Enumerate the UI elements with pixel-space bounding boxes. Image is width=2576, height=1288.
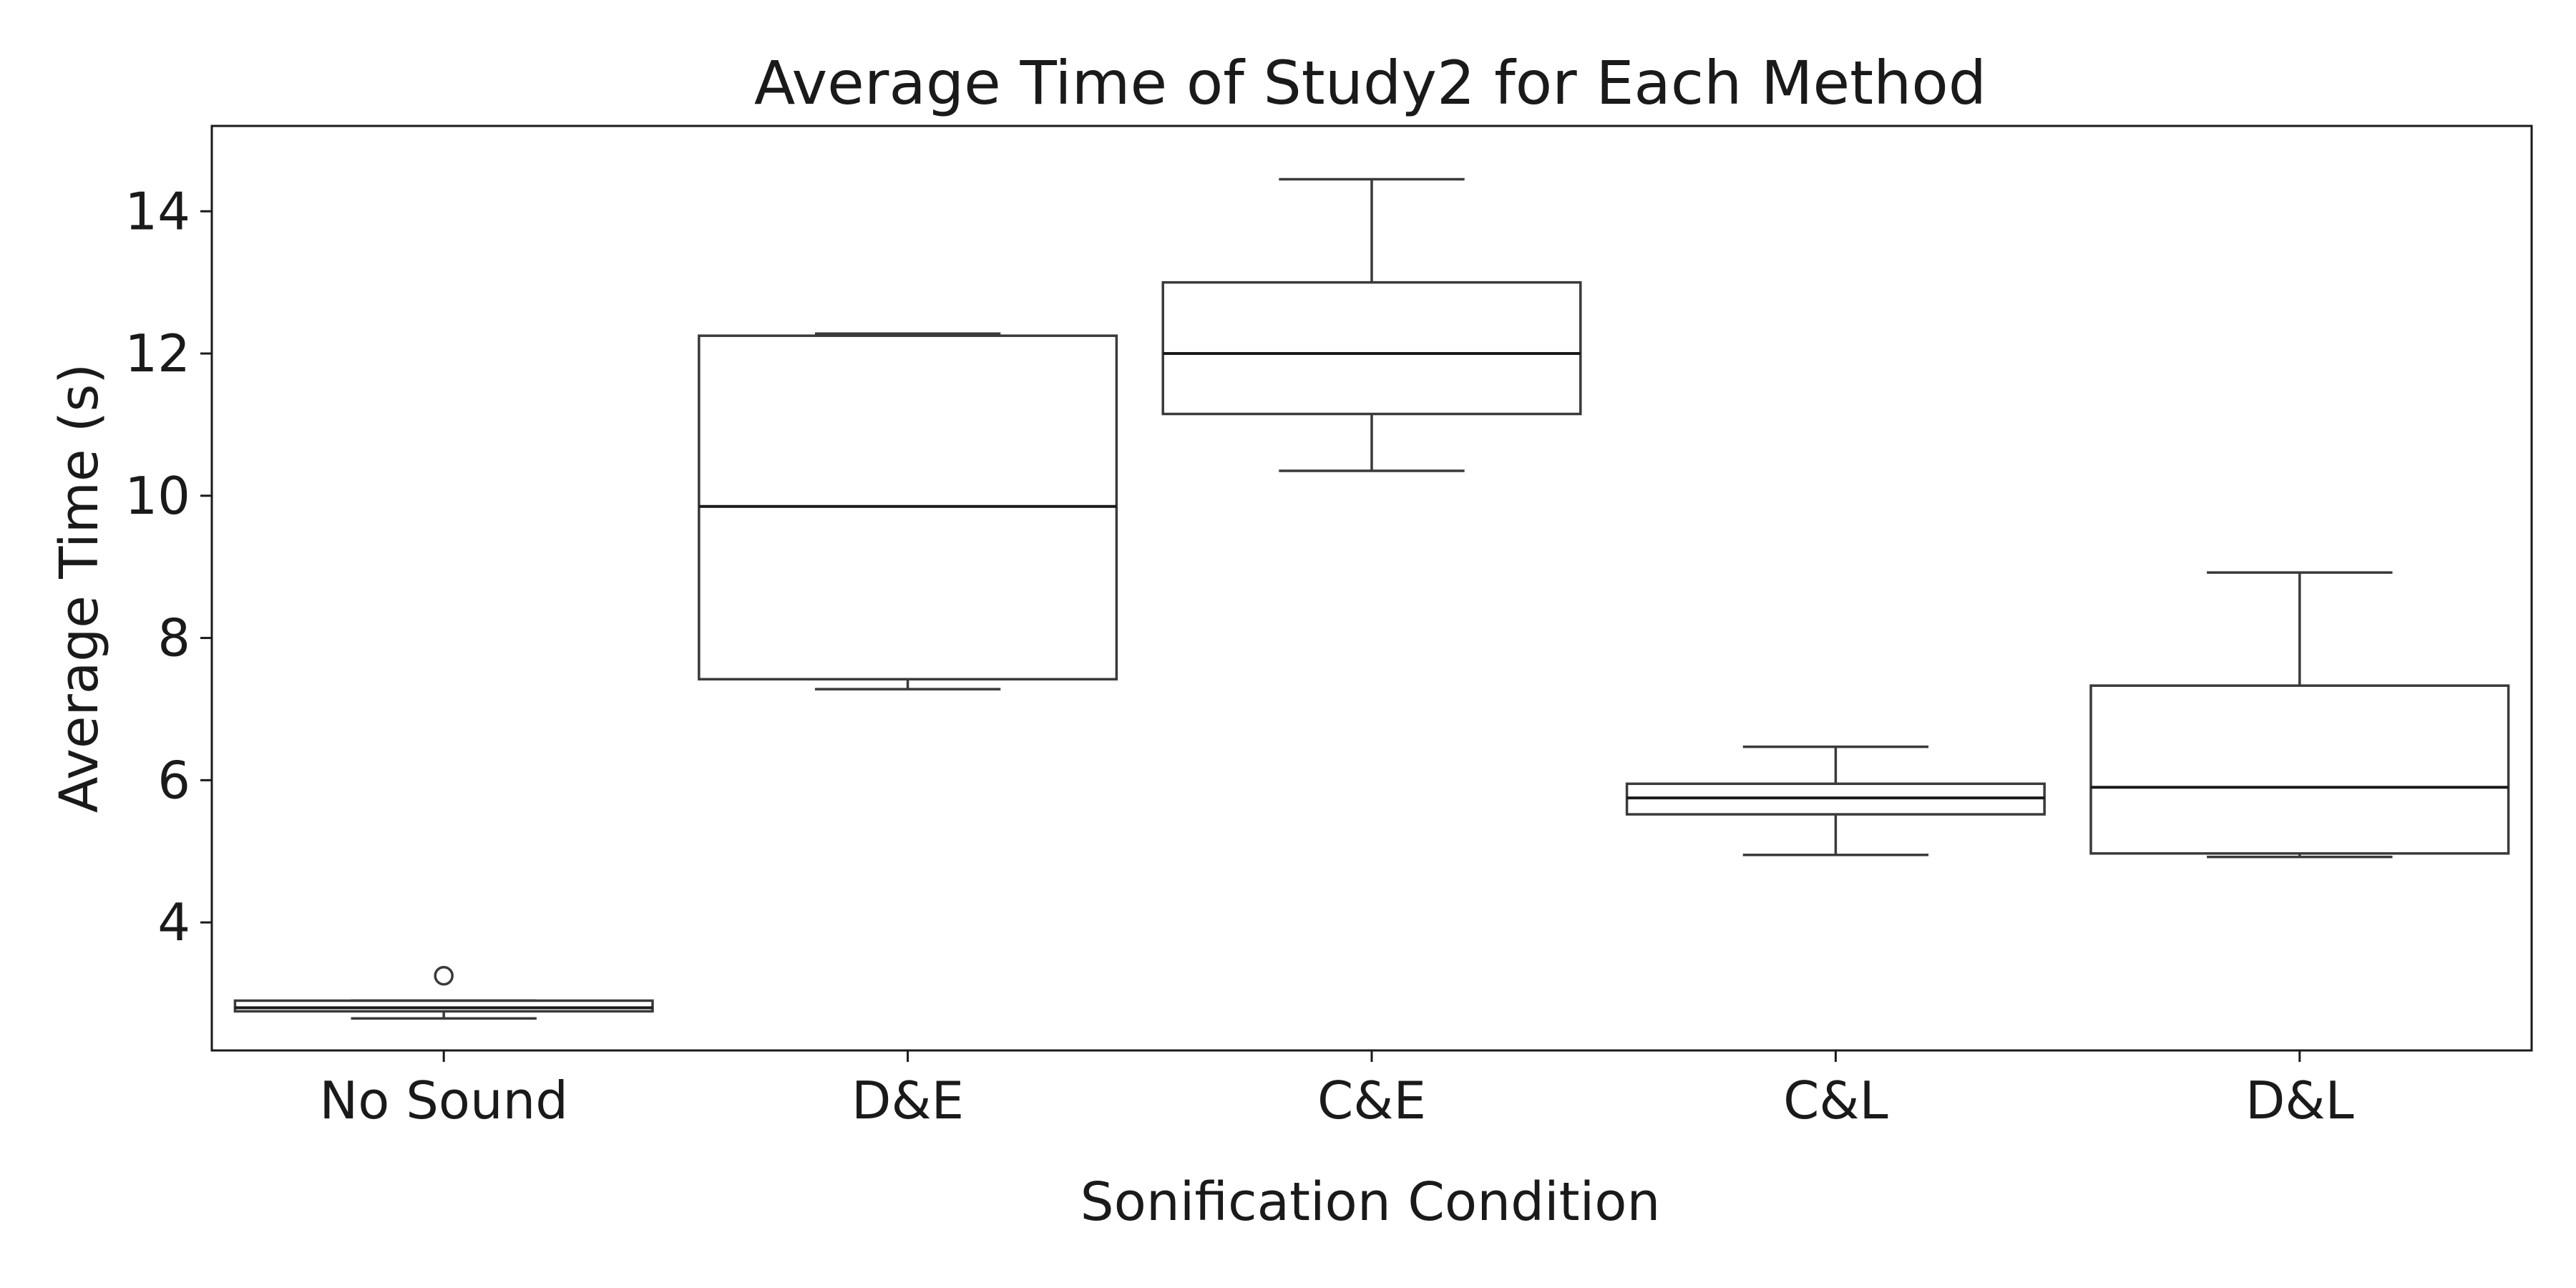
box-series xyxy=(233,177,2510,1020)
box-group xyxy=(2089,571,2510,859)
y-tick-label: 4 xyxy=(157,892,190,952)
x-tick-label: No Sound xyxy=(319,1070,568,1131)
y-tick-label: 8 xyxy=(157,608,190,668)
box-group xyxy=(698,332,1118,691)
outlier-point xyxy=(434,965,454,986)
x-tick-label: C&E xyxy=(1317,1070,1426,1131)
chart-title: Average Time of Study2 for Each Method xyxy=(754,48,1986,118)
iqr-box xyxy=(2089,684,2510,855)
y-axis: 4 6 8 10 12 14 xyxy=(125,181,212,952)
y-tick-label: 10 xyxy=(125,466,190,526)
x-tick-label: C&L xyxy=(1783,1070,1888,1131)
y-tick-label: 12 xyxy=(125,323,190,384)
box-group xyxy=(233,965,654,1020)
iqr-box xyxy=(233,999,654,1013)
x-tick-label: D&E xyxy=(852,1070,964,1131)
y-tick-label: 6 xyxy=(157,750,190,810)
box-group xyxy=(1161,177,1582,472)
x-tick-label: D&L xyxy=(2245,1070,2354,1131)
box-group xyxy=(1625,745,2046,857)
x-axis-label: Sonification Condition xyxy=(1080,1171,1661,1233)
iqr-box xyxy=(1161,280,1582,416)
x-axis: No Sound D&E C&E C&L D&L xyxy=(319,1050,2354,1131)
y-axis-label: Average Time (s) xyxy=(49,364,110,813)
y-tick-label: 14 xyxy=(125,181,190,241)
